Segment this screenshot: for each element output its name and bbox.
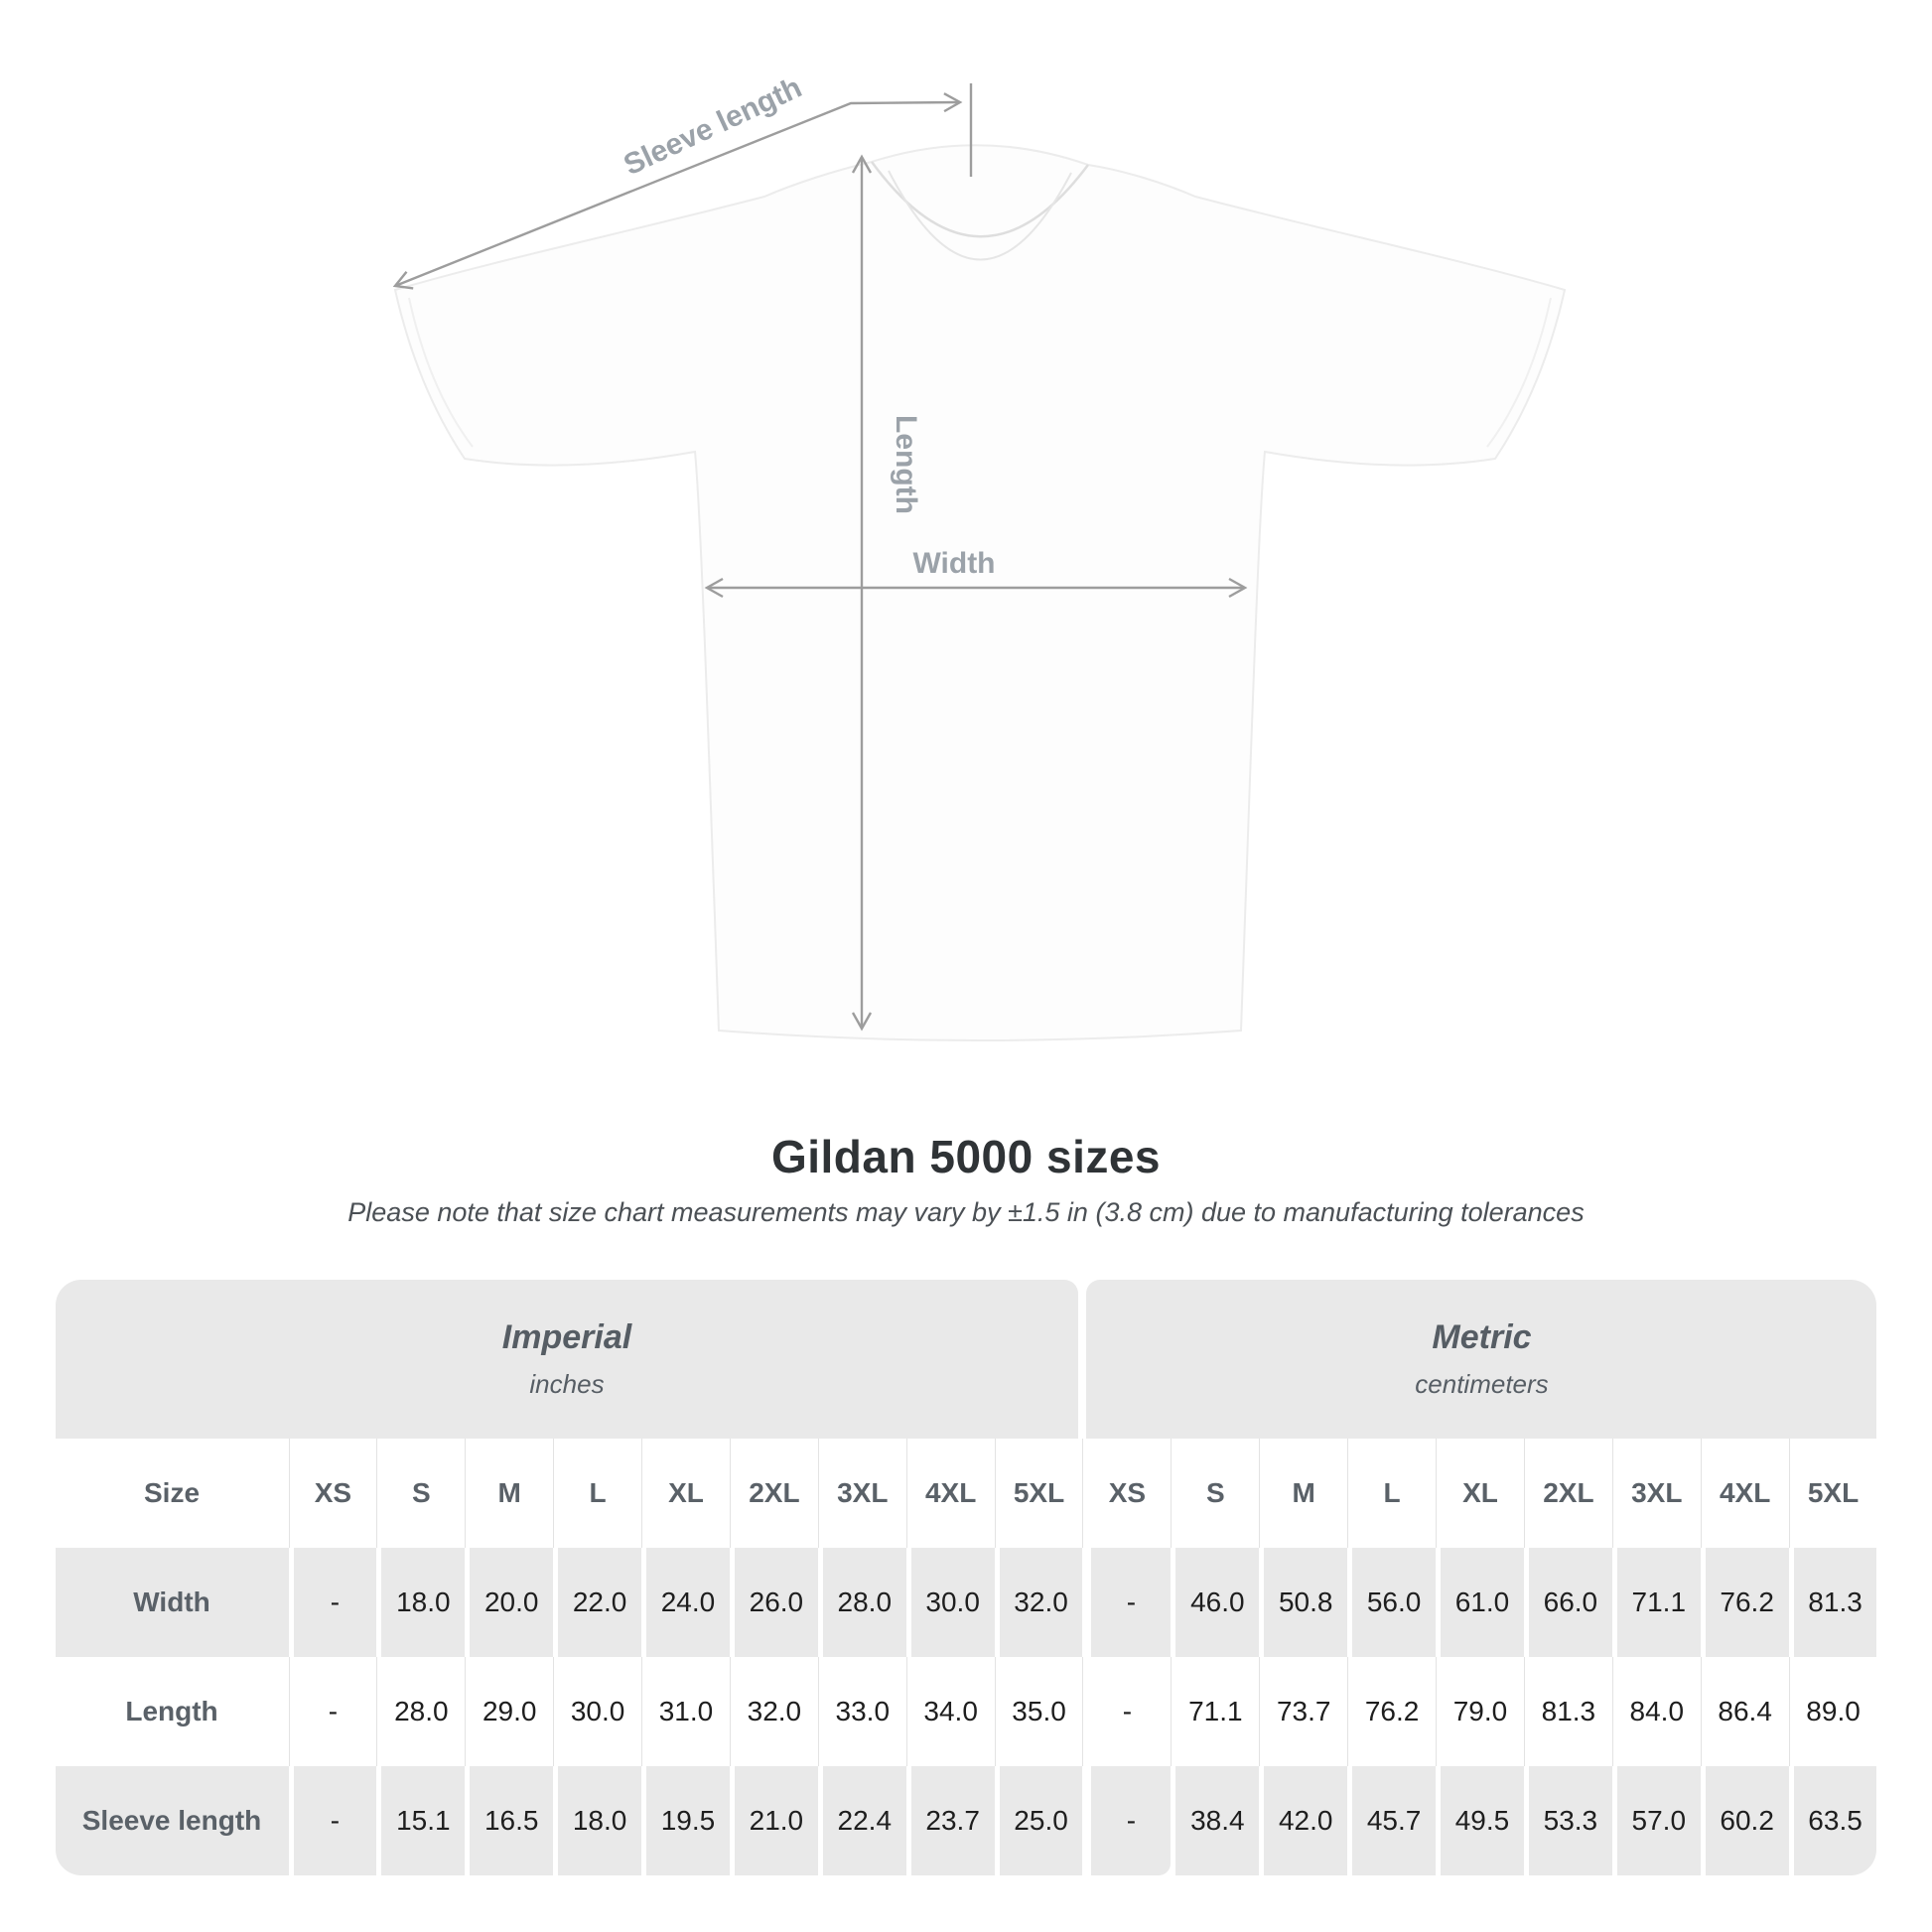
size-header-metric: 2XL [1523,1439,1612,1548]
imperial-header: Imperial inches [55,1280,1079,1439]
size-grid: Imperial inches Metric centimeters Size X… [55,1280,1877,1875]
value-cell-metric: - [1082,1657,1171,1766]
metric-title: Metric [1432,1318,1532,1356]
row-label: Sleeve length [55,1766,289,1875]
width-label: Width [912,547,995,580]
value-cell-metric: 86.4 [1700,1657,1789,1766]
value-cell-imperial: 15.1 [376,1766,466,1875]
size-header-imperial: 5XL [994,1439,1083,1548]
value-cell-imperial: 22.0 [553,1548,642,1657]
tshirt-right-sleeve-seam [1486,297,1552,448]
size-header-metric: S [1171,1439,1259,1548]
value-cell-metric: 53.3 [1523,1766,1612,1875]
size-header-imperial: S [376,1439,465,1548]
value-cell-imperial: 29.0 [465,1657,553,1766]
value-cell-imperial: 34.0 [905,1657,995,1766]
value-cell-imperial: 33.0 [817,1657,906,1766]
size-header-metric: XL [1436,1439,1524,1548]
value-cell-metric: 81.3 [1523,1657,1612,1766]
length-label: Length [890,415,922,514]
tshirt-illustration [393,144,1567,1041]
size-header-metric: L [1347,1439,1436,1548]
value-cell-imperial: 23.7 [905,1766,995,1875]
value-cell-imperial: 20.0 [465,1548,554,1657]
value-cell-metric: - [1082,1766,1172,1875]
value-cell-imperial: 30.0 [553,1657,641,1766]
value-cell-metric: 73.7 [1259,1657,1347,1766]
value-cell-imperial: 21.0 [729,1766,818,1875]
size-header-metric: M [1259,1439,1347,1548]
value-cell-metric: - [1082,1548,1172,1657]
value-cell-metric: 76.2 [1700,1548,1789,1657]
value-cell-metric: 89.0 [1788,1657,1877,1766]
value-cell-metric: 66.0 [1523,1548,1612,1657]
imperial-title: Imperial [501,1318,632,1356]
value-cell-metric: 56.0 [1347,1548,1437,1657]
tshirt-measurement-diagram: Sleeve length Length Width [392,71,1567,1041]
value-cell-imperial: 16.5 [465,1766,554,1875]
value-cell-imperial: 30.0 [905,1548,995,1657]
value-cell-imperial: 18.0 [553,1766,642,1875]
value-cell-metric: 38.4 [1171,1766,1260,1875]
value-cell-imperial: 31.0 [641,1657,730,1766]
size-header-metric: XS [1082,1439,1171,1548]
size-header-metric: 3XL [1611,1439,1701,1548]
tolerance-note: Please note that size chart measurements… [347,1197,1585,1227]
value-cell-metric: 46.0 [1171,1548,1260,1657]
size-header-imperial: 4XL [905,1439,995,1548]
size-header-metric: 5XL [1788,1439,1877,1548]
tshirt-left-sleeve-seam [408,297,474,448]
value-cell-imperial: - [288,1766,377,1875]
value-cell-metric: 61.0 [1436,1548,1524,1657]
value-cell-imperial: - [288,1657,377,1766]
size-header-imperial: XL [641,1439,730,1548]
value-cell-imperial: 28.0 [376,1657,465,1766]
value-cell-metric: 76.2 [1347,1657,1436,1766]
sleeve-length-label: Sleeve length [619,71,806,183]
size-header-imperial: 3XL [817,1439,906,1548]
size-header-metric: 4XL [1700,1439,1789,1548]
value-cell-metric: 63.5 [1788,1766,1877,1875]
value-cell-metric: 42.0 [1259,1766,1348,1875]
value-cell-metric: 71.1 [1611,1548,1701,1657]
value-cell-imperial: 25.0 [994,1766,1083,1875]
value-cell-metric: 50.8 [1259,1548,1348,1657]
value-cell-imperial: 32.0 [994,1548,1083,1657]
value-cell-imperial: 18.0 [376,1548,466,1657]
value-cell-imperial: 26.0 [729,1548,818,1657]
row-label: Length [125,1696,218,1726]
value-cell-metric: 57.0 [1611,1766,1701,1875]
size-header-imperial: 2XL [729,1439,818,1548]
value-cell-metric: 45.7 [1347,1766,1437,1875]
metric-unit: centimeters [1415,1369,1549,1399]
metric-header: Metric centimeters [1086,1280,1877,1439]
value-cell-imperial: 28.0 [817,1548,906,1657]
size-header-imperial: L [553,1439,641,1548]
sleeve-length-arrow [392,92,963,290]
value-cell-metric: 84.0 [1611,1657,1701,1766]
size-column-header: Size [143,1477,201,1508]
tshirt-body [393,144,1567,1041]
value-cell-imperial: 24.0 [641,1548,730,1657]
size-header-imperial: M [465,1439,553,1548]
page-title: Gildan 5000 sizes [770,1131,1162,1182]
size-header-imperial: XS [288,1439,377,1548]
value-cell-metric: 49.5 [1436,1766,1524,1875]
value-cell-imperial: 19.5 [641,1766,730,1875]
value-cell-imperial: 32.0 [729,1657,818,1766]
value-cell-imperial: - [288,1548,377,1657]
imperial-unit: inches [529,1369,605,1399]
value-cell-metric: 79.0 [1436,1657,1524,1766]
value-cell-imperial: 35.0 [994,1657,1083,1766]
value-cell-metric: 81.3 [1788,1548,1877,1657]
value-cell-metric: 60.2 [1700,1766,1789,1875]
row-label: Width [55,1548,289,1657]
value-cell-metric: 71.1 [1171,1657,1259,1766]
value-cell-imperial: 22.4 [817,1766,906,1875]
